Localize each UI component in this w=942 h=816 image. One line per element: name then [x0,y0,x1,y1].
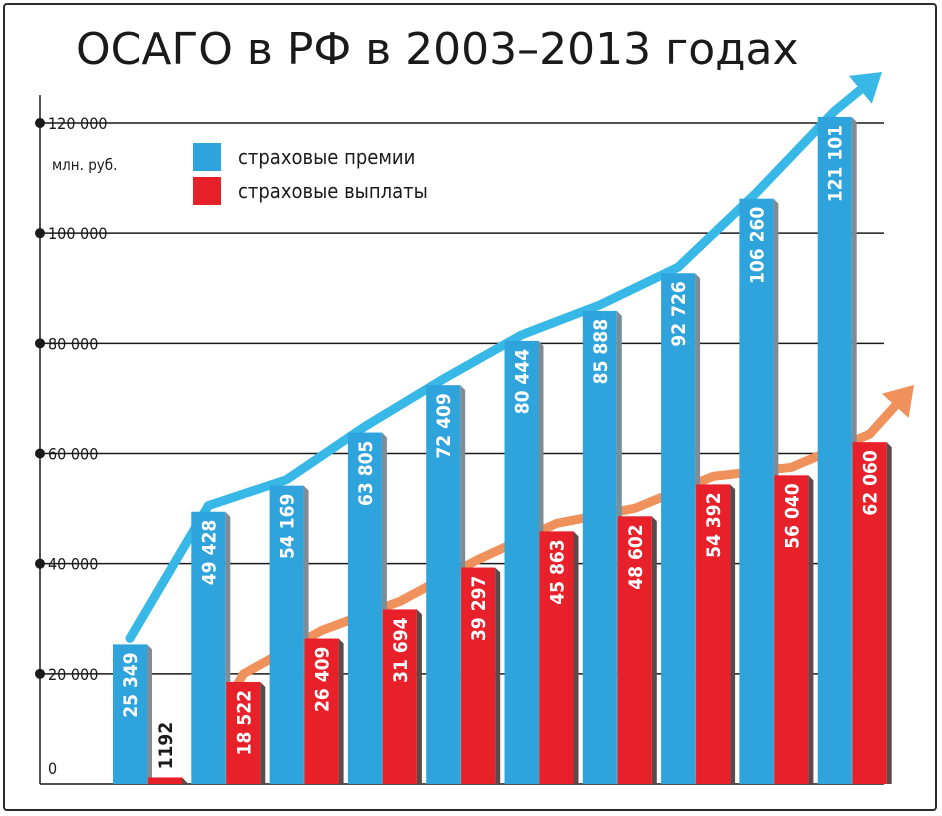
bar-payments-side [651,516,657,784]
value-label-premiums: 25 349 [120,652,142,717]
bar-payments-side [573,531,579,784]
bar-payments [774,475,809,784]
bar-payments-side [808,475,814,784]
bar-payments [539,531,574,784]
bar-payments-side [416,609,422,784]
y-tick-label: 120 000 [48,114,108,133]
bar-premiums [661,273,696,784]
y-tick-label: 60 000 [48,445,98,464]
bar-premiums [817,116,852,785]
y-tick-label: 20 000 [48,665,98,684]
bar-premiums [739,198,774,784]
y-tick-label: 0 [48,759,57,778]
value-label-payments: 1192 [155,722,177,770]
bar-payments-side [495,567,501,784]
value-label-payments: 54 392 [703,492,725,557]
premiums-trend-line-head [848,72,882,104]
bar-premiums-side [147,644,152,784]
y-axis-unit: млн. руб. [52,156,117,174]
legend-label-premiums: страховые премии [238,145,415,169]
bar-payments [461,567,496,784]
bar-payments-side [886,442,892,784]
bar-payments-side [338,638,344,784]
payments-trend-line-head [881,385,914,418]
bar-payments [148,777,182,784]
value-label-payments: 56 040 [781,483,803,549]
value-label-payments: 26 409 [312,647,334,712]
value-label-premiums: 72 409 [433,393,455,458]
y-tick-label: 80 000 [48,334,98,353]
payments-trend-line-shaft [866,402,899,438]
value-label-premiums: 80 444 [512,349,534,415]
premiums-trend-line [125,106,840,643]
legend-swatch-payments [193,177,221,205]
bar-payments [617,516,652,784]
value-label-payments: 45 863 [547,539,569,604]
legend-label-payments: страховые выплаты [238,179,428,203]
value-label-payments: 18 522 [233,690,255,755]
chart-title: ОСАГО в РФ в 2003–2013 годах [76,24,799,75]
legend-swatch-premiums [193,143,221,171]
bar-premiums [504,340,539,784]
bar-payments [852,442,887,784]
chart-frame [3,3,937,811]
value-label-payments: 31 694 [390,617,412,683]
bar-payments-side [260,681,266,784]
value-label-payments: 62 060 [860,450,882,516]
value-label-premiums: 121 101 [825,125,847,202]
value-label-premiums: 49 428 [198,520,220,585]
bar-premiums [347,432,382,784]
value-label-premiums: 92 726 [668,281,690,346]
value-label-premiums: 54 169 [277,494,299,559]
value-label-premiums: 63 805 [355,441,377,506]
value-label-payments: 39 297 [468,576,490,641]
bar-premiums [582,310,617,784]
bar-payments [696,484,731,784]
bar-premiums [191,511,226,784]
bar-payments [382,609,417,784]
premiums-trend-line-shaft [831,86,864,115]
y-tick-label: 100 000 [48,224,108,243]
value-label-payments: 48 602 [625,524,647,589]
bar-payments [304,638,339,784]
bar-premiums [269,485,304,784]
y-tick-label: 40 000 [48,555,98,574]
bar-premiums [113,644,147,784]
bar-payments-side [730,484,736,784]
value-label-premiums: 106 260 [746,207,768,284]
bar-premiums [426,385,461,784]
bar-payments-side [182,777,187,784]
value-label-premiums: 85 888 [590,319,612,384]
bar-payments [226,681,261,784]
